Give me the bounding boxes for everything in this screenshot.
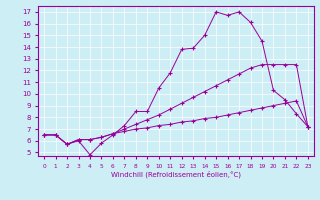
X-axis label: Windchill (Refroidissement éolien,°C): Windchill (Refroidissement éolien,°C) — [111, 170, 241, 178]
